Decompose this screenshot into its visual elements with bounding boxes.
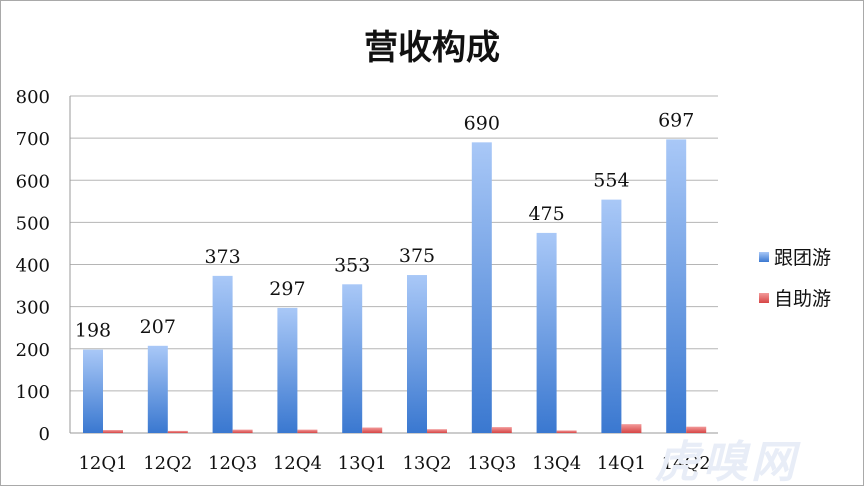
x-tick-label: 13Q4 [532, 453, 581, 474]
data-label: 198 [75, 320, 111, 342]
bar-group-tour-13Q2 [407, 275, 427, 433]
x-tick-label: 14Q1 [597, 453, 646, 474]
bar-independent-tour-13Q2 [427, 429, 447, 433]
x-tick-label: 13Q1 [338, 453, 387, 474]
legend-swatch [759, 252, 769, 262]
data-label: 375 [399, 245, 435, 267]
bar-independent-tour-12Q3 [232, 429, 253, 433]
y-tick-label: 600 [16, 171, 50, 192]
y-axis-ticks: 0 100 200 300 400 500 600 700 800 [16, 87, 50, 445]
data-label: 697 [658, 109, 694, 131]
data-label: 475 [528, 203, 564, 225]
watermark-logo: 虎嗅网 [655, 437, 799, 488]
y-tick-label: 0 [39, 424, 50, 445]
bar-group-tour-13Q3 [471, 142, 492, 433]
x-tick-label: 12Q1 [78, 453, 127, 474]
bar-group-tour-12Q2 [147, 345, 168, 433]
x-tick-label: 13Q2 [402, 453, 451, 474]
x-tick-label: 14Q2 [662, 453, 711, 474]
x-tick-label: 12Q4 [273, 453, 322, 474]
data-label: 297 [269, 278, 305, 300]
bar-group-tour-13Q4 [536, 232, 557, 433]
bar-group-tour-12Q3 [212, 275, 233, 433]
bar-independent-tour-14Q1 [621, 424, 642, 433]
bar-independent-tour-13Q1 [362, 427, 383, 433]
x-tick-label: 12Q3 [208, 453, 257, 474]
bar-group-tour-13Q1 [342, 284, 363, 433]
bar-independent-tour-12Q2 [167, 430, 188, 433]
x-tick-label: 13Q3 [467, 453, 516, 474]
bar-group-tour-12Q1 [83, 349, 103, 433]
bars [83, 139, 707, 434]
data-label: 207 [140, 316, 176, 338]
bar-group-tour-12Q4 [277, 307, 298, 433]
x-tick-label: 12Q2 [143, 453, 192, 474]
y-tick-label: 200 [16, 340, 50, 361]
data-label: 554 [593, 170, 629, 192]
chart-title: 营收构成 [364, 28, 500, 68]
y-tick-label: 700 [16, 129, 50, 150]
data-labels: 198 207 373 297 353 375 690 475 554 697 [75, 109, 694, 341]
bar-independent-tour-13Q3 [491, 427, 512, 433]
legend-swatch [759, 293, 769, 303]
bar-independent-tour-13Q4 [556, 430, 577, 433]
y-tick-label: 500 [16, 213, 50, 234]
data-label: 690 [464, 112, 500, 134]
y-tick-label: 300 [16, 298, 50, 319]
legend-label: 自助游 [774, 288, 831, 310]
bar-group-tour-14Q1 [601, 199, 622, 433]
data-label: 353 [334, 254, 370, 276]
bar-group-tour-14Q2 [666, 139, 687, 434]
bar-independent-tour-14Q2 [686, 426, 707, 433]
y-tick-label: 400 [16, 256, 50, 277]
y-tick-label: 800 [16, 87, 50, 108]
data-label: 373 [204, 246, 240, 268]
x-axis-ticks: 12Q1 12Q2 12Q3 12Q4 13Q1 13Q2 13Q3 13Q4 14Q1 14Q2 [78, 453, 710, 474]
bar-independent-tour-12Q1 [103, 430, 123, 433]
bar-independent-tour-12Q4 [297, 429, 318, 433]
y-tick-label: 100 [16, 382, 50, 403]
legend-label: 跟团游 [774, 247, 831, 269]
